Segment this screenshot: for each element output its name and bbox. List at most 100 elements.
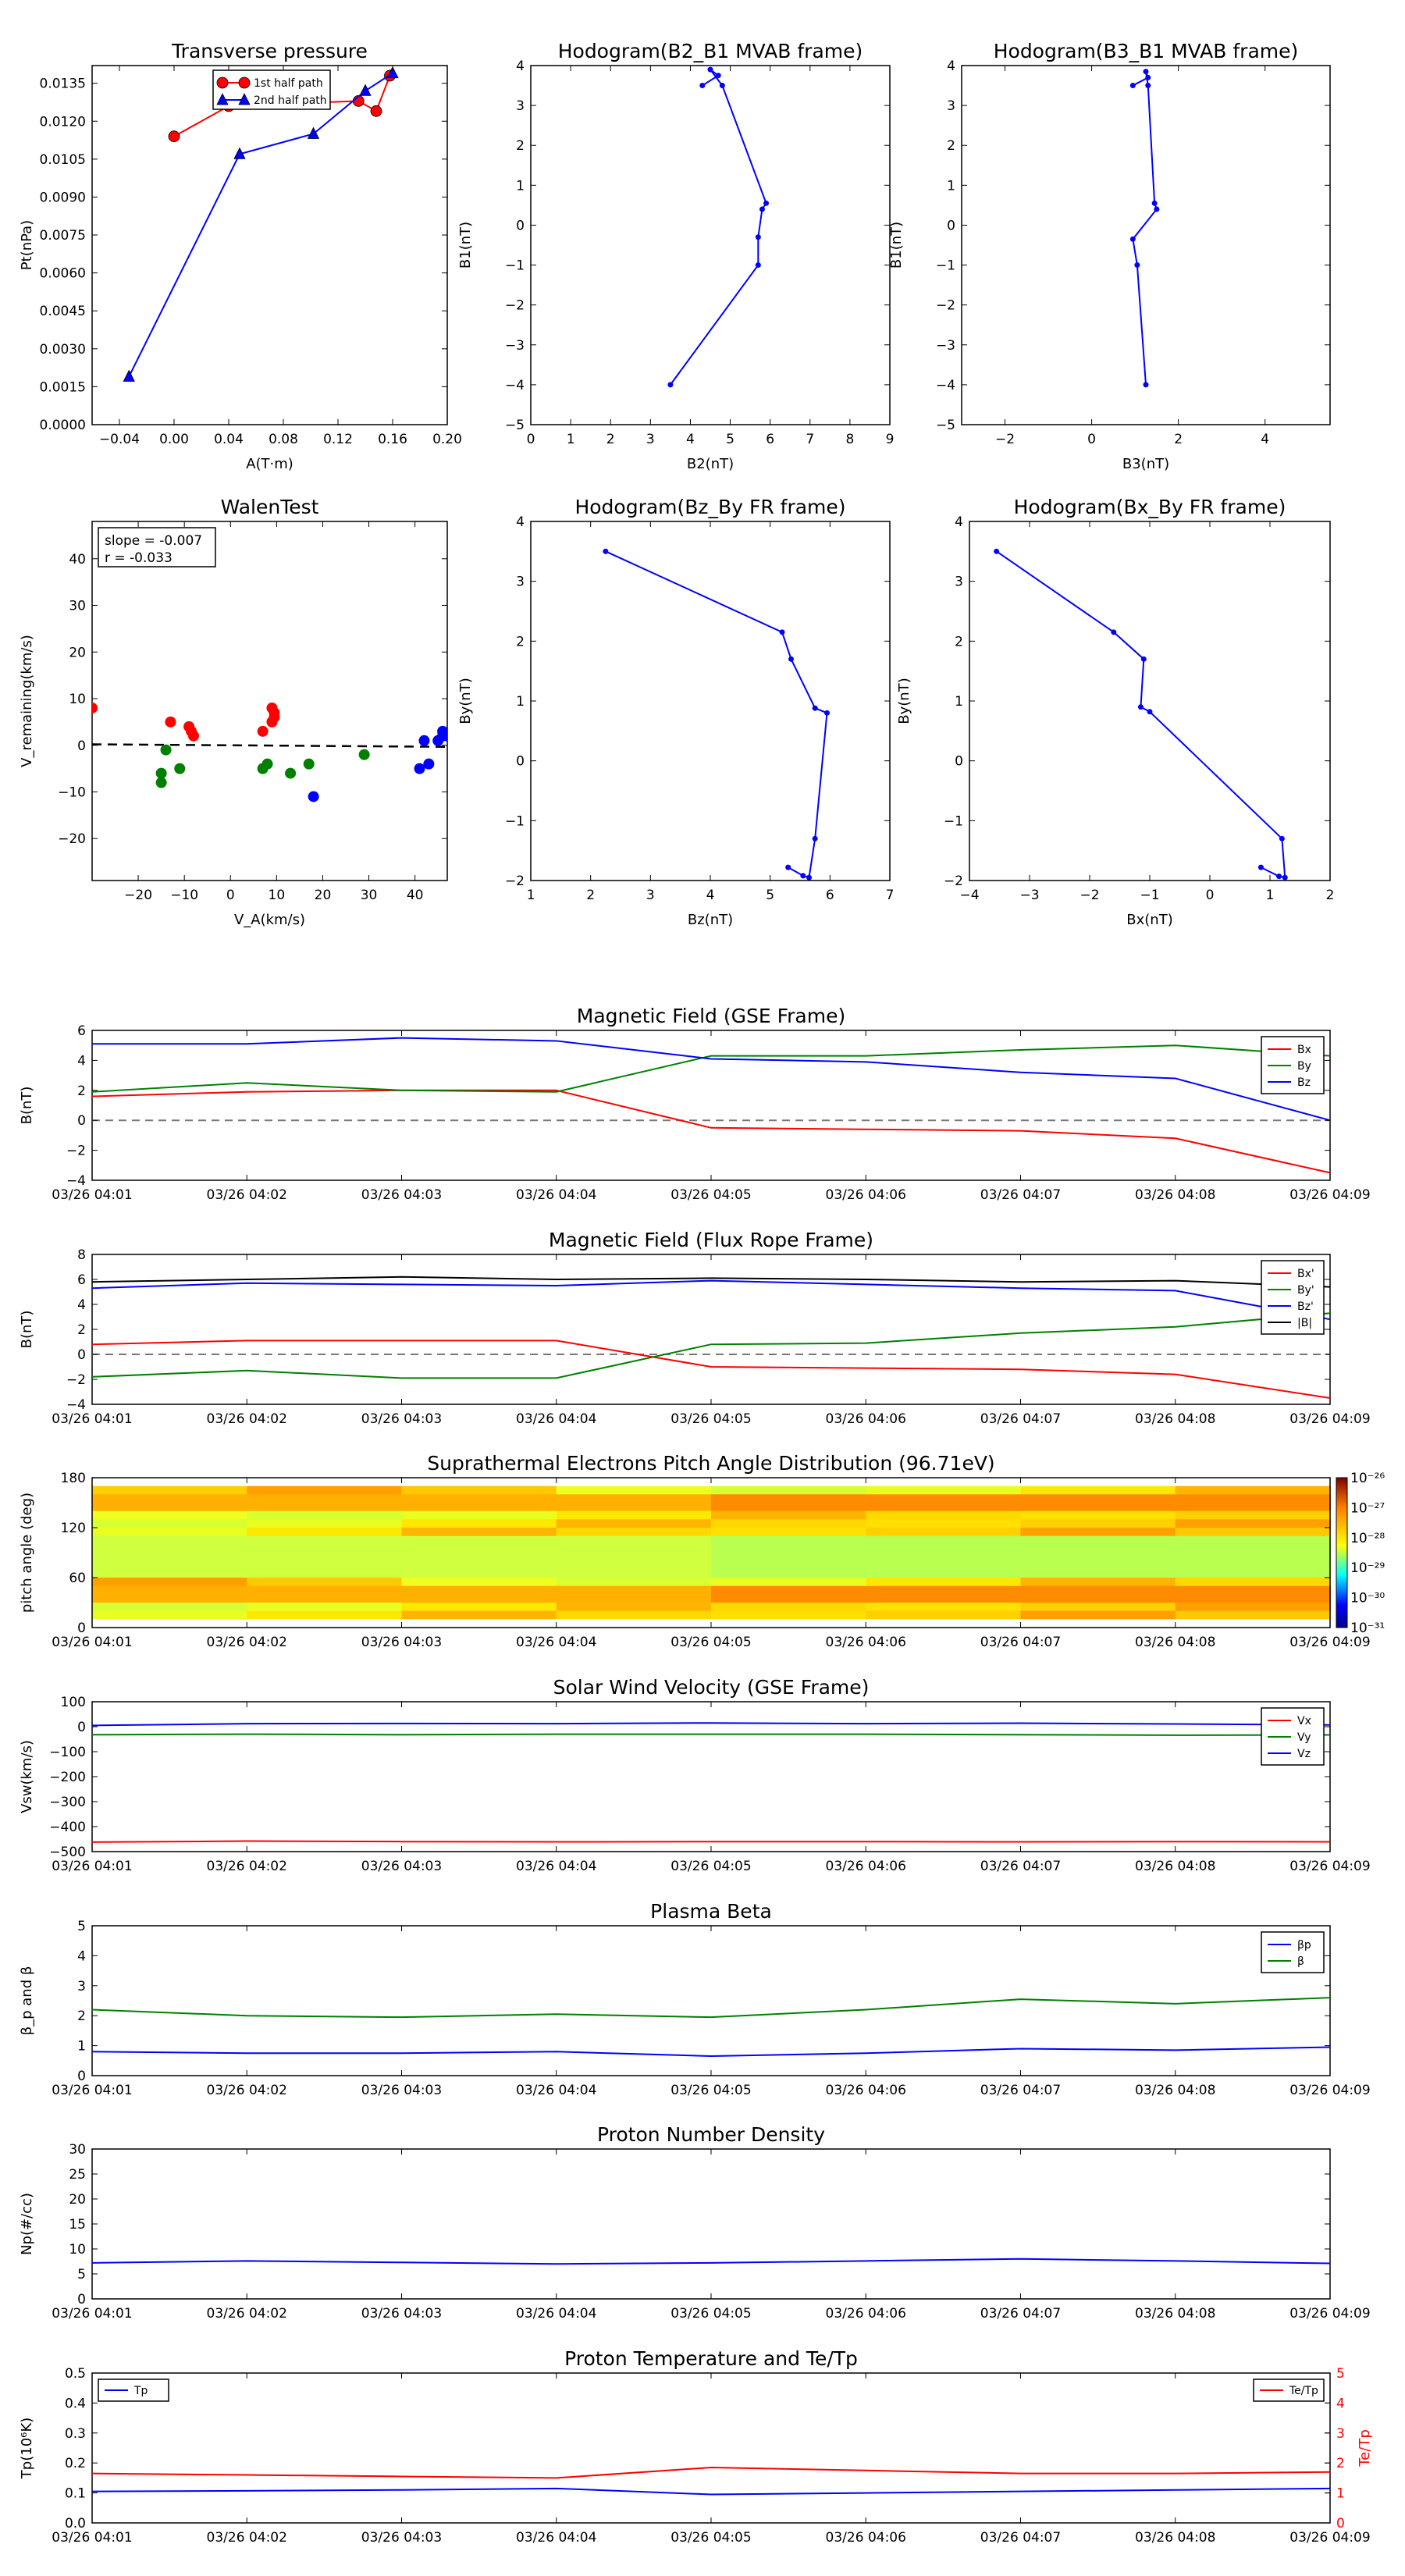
y-axis-label: B(nT)	[19, 1311, 35, 1349]
chart-tp: Transverse pressure −0.04 0.00 0.04 0.08 0.12…	[19, 40, 462, 472]
heatmap-cell	[711, 1603, 867, 1612]
triangle-marker	[238, 93, 251, 105]
point-marker	[1257, 864, 1264, 870]
y-tick-label: 0.0030	[40, 342, 86, 358]
y-tick-label: −2	[936, 298, 955, 314]
heatmap-cell	[401, 1528, 557, 1537]
y-axis-label: Vsw(km/s)	[19, 1740, 35, 1813]
plot-area	[1129, 69, 1160, 388]
heatmap-cell	[92, 1519, 248, 1528]
triangle-marker	[359, 84, 372, 96]
heatmap-cell	[247, 1585, 403, 1596]
series-line	[91, 1276, 1331, 1288]
x-tick-label: 20	[315, 888, 332, 903]
heatmap-cell	[1020, 1535, 1176, 1546]
series-line	[128, 72, 393, 377]
scatter-point	[423, 758, 435, 770]
heatmap-cell	[1175, 1603, 1331, 1612]
series-line	[91, 1279, 1331, 1321]
heatmap-cell	[92, 1535, 248, 1546]
chart-title: Plasma Beta	[650, 1900, 772, 1923]
scatter-point	[155, 777, 167, 788]
heatmap-cell	[247, 1560, 403, 1571]
plot-area	[92, 702, 447, 802]
heatmap-cell	[711, 1544, 867, 1553]
x-tick-label: 2	[586, 888, 595, 903]
y-axis-label: Tp(10⁶K)	[19, 2418, 35, 2479]
chart-title: Proton Number Density	[597, 2123, 825, 2146]
scatter-point	[266, 716, 278, 728]
point-marker	[1279, 835, 1285, 841]
heatmap-cell	[711, 1478, 867, 1487]
time-tick-label: 03/26 04:05	[670, 1635, 751, 1650]
heatmap-cell	[401, 1553, 557, 1562]
x-tick-label: −2	[995, 432, 1015, 447]
time-tick-label: 03/26 04:04	[516, 1411, 596, 1427]
heatmap-cell	[711, 1569, 867, 1578]
y-tick-label: −1	[944, 813, 963, 829]
heatmap-cell	[247, 1553, 403, 1562]
time-tick-label: 03/26 04:09	[1289, 2306, 1370, 2322]
y-tick-label: 2	[516, 138, 525, 154]
heatmap-cell	[247, 1610, 403, 1621]
heatmap-cell	[1175, 1494, 1331, 1503]
y2-tick-label: 4	[1336, 2396, 1345, 2411]
x-tick-label: 4	[686, 432, 695, 447]
time-tick-label: 03/26 04:08	[1135, 1859, 1215, 1874]
y-tick-label: −2	[505, 873, 525, 889]
time-tick-label: 03/26 04:07	[980, 1411, 1061, 1427]
heatmap-cell	[1020, 1569, 1176, 1578]
series-1	[123, 66, 399, 382]
x-tick-label: 0	[527, 432, 535, 447]
heatmap-cell	[556, 1528, 712, 1537]
y-tick-label: −1	[505, 258, 525, 274]
y-tick-label: −3	[936, 338, 955, 354]
heatmap-cell	[711, 1519, 867, 1528]
point-marker	[755, 234, 761, 240]
series-line	[91, 1997, 1331, 2019]
scatter-point	[285, 767, 297, 779]
point-marker	[812, 705, 818, 711]
x-tick-label: 30	[361, 888, 378, 903]
y-tick-label: 0	[77, 2069, 86, 2084]
chart-h2: Hodogram(B3_B1 MVAB frame) −2 0 2 4 −5 −4 −3 −2 −…	[888, 40, 1331, 472]
heatmap-cell	[401, 1610, 557, 1621]
y-tick-label: 4	[516, 59, 525, 74]
heatmap-cell	[866, 1503, 1022, 1512]
y2-tick-label: 2	[1336, 2456, 1345, 2471]
chart-title: Hodogram(B2_B1 MVAB frame)	[558, 40, 863, 62]
y-tick-label: −300	[49, 1795, 86, 1810]
heatmap-cell	[1175, 1478, 1331, 1487]
y-tick-label: 6	[77, 1272, 86, 1288]
time-tick-label: 03/26 04:01	[52, 1635, 132, 1650]
y-tick-label: −2	[66, 1144, 86, 1159]
time-tick-label: 03/26 04:02	[207, 1859, 287, 1874]
time-tick-label: 03/26 04:04	[516, 1859, 596, 1874]
time-tick-label: 03/26 04:04	[516, 2306, 596, 2322]
heatmap-cell	[401, 1478, 557, 1487]
series-line	[91, 1840, 1331, 1843]
legend-label: β	[1297, 1955, 1304, 1968]
x-tick-label: 0	[1206, 888, 1215, 903]
heatmap-cell	[711, 1619, 867, 1628]
heatmap-cell	[556, 1503, 712, 1512]
y-tick-label: 8	[77, 1247, 86, 1263]
time-tick-label: 03/26 04:01	[52, 2083, 132, 2098]
x-axis-label: B2(nT)	[687, 456, 734, 472]
heatmap-cell	[92, 1603, 248, 1612]
point-marker	[763, 200, 770, 206]
heatmap-cell	[92, 1478, 248, 1487]
x-tick-label: 5	[726, 432, 735, 447]
heatmap-cell	[1175, 1569, 1331, 1578]
point-marker	[800, 873, 806, 879]
point-marker	[707, 66, 713, 73]
heatmap-cell	[866, 1619, 1022, 1628]
y-tick-label: 30	[69, 2142, 86, 2158]
x-tick-label: 0.00	[159, 432, 189, 447]
heatmap-cell	[1020, 1553, 1176, 1562]
x-tick-label: −2	[1080, 888, 1099, 903]
point-marker	[1134, 262, 1140, 269]
time-tick-label: 03/26 04:04	[516, 1187, 596, 1203]
plot-area	[123, 66, 399, 382]
heatmap-cell	[556, 1610, 712, 1621]
